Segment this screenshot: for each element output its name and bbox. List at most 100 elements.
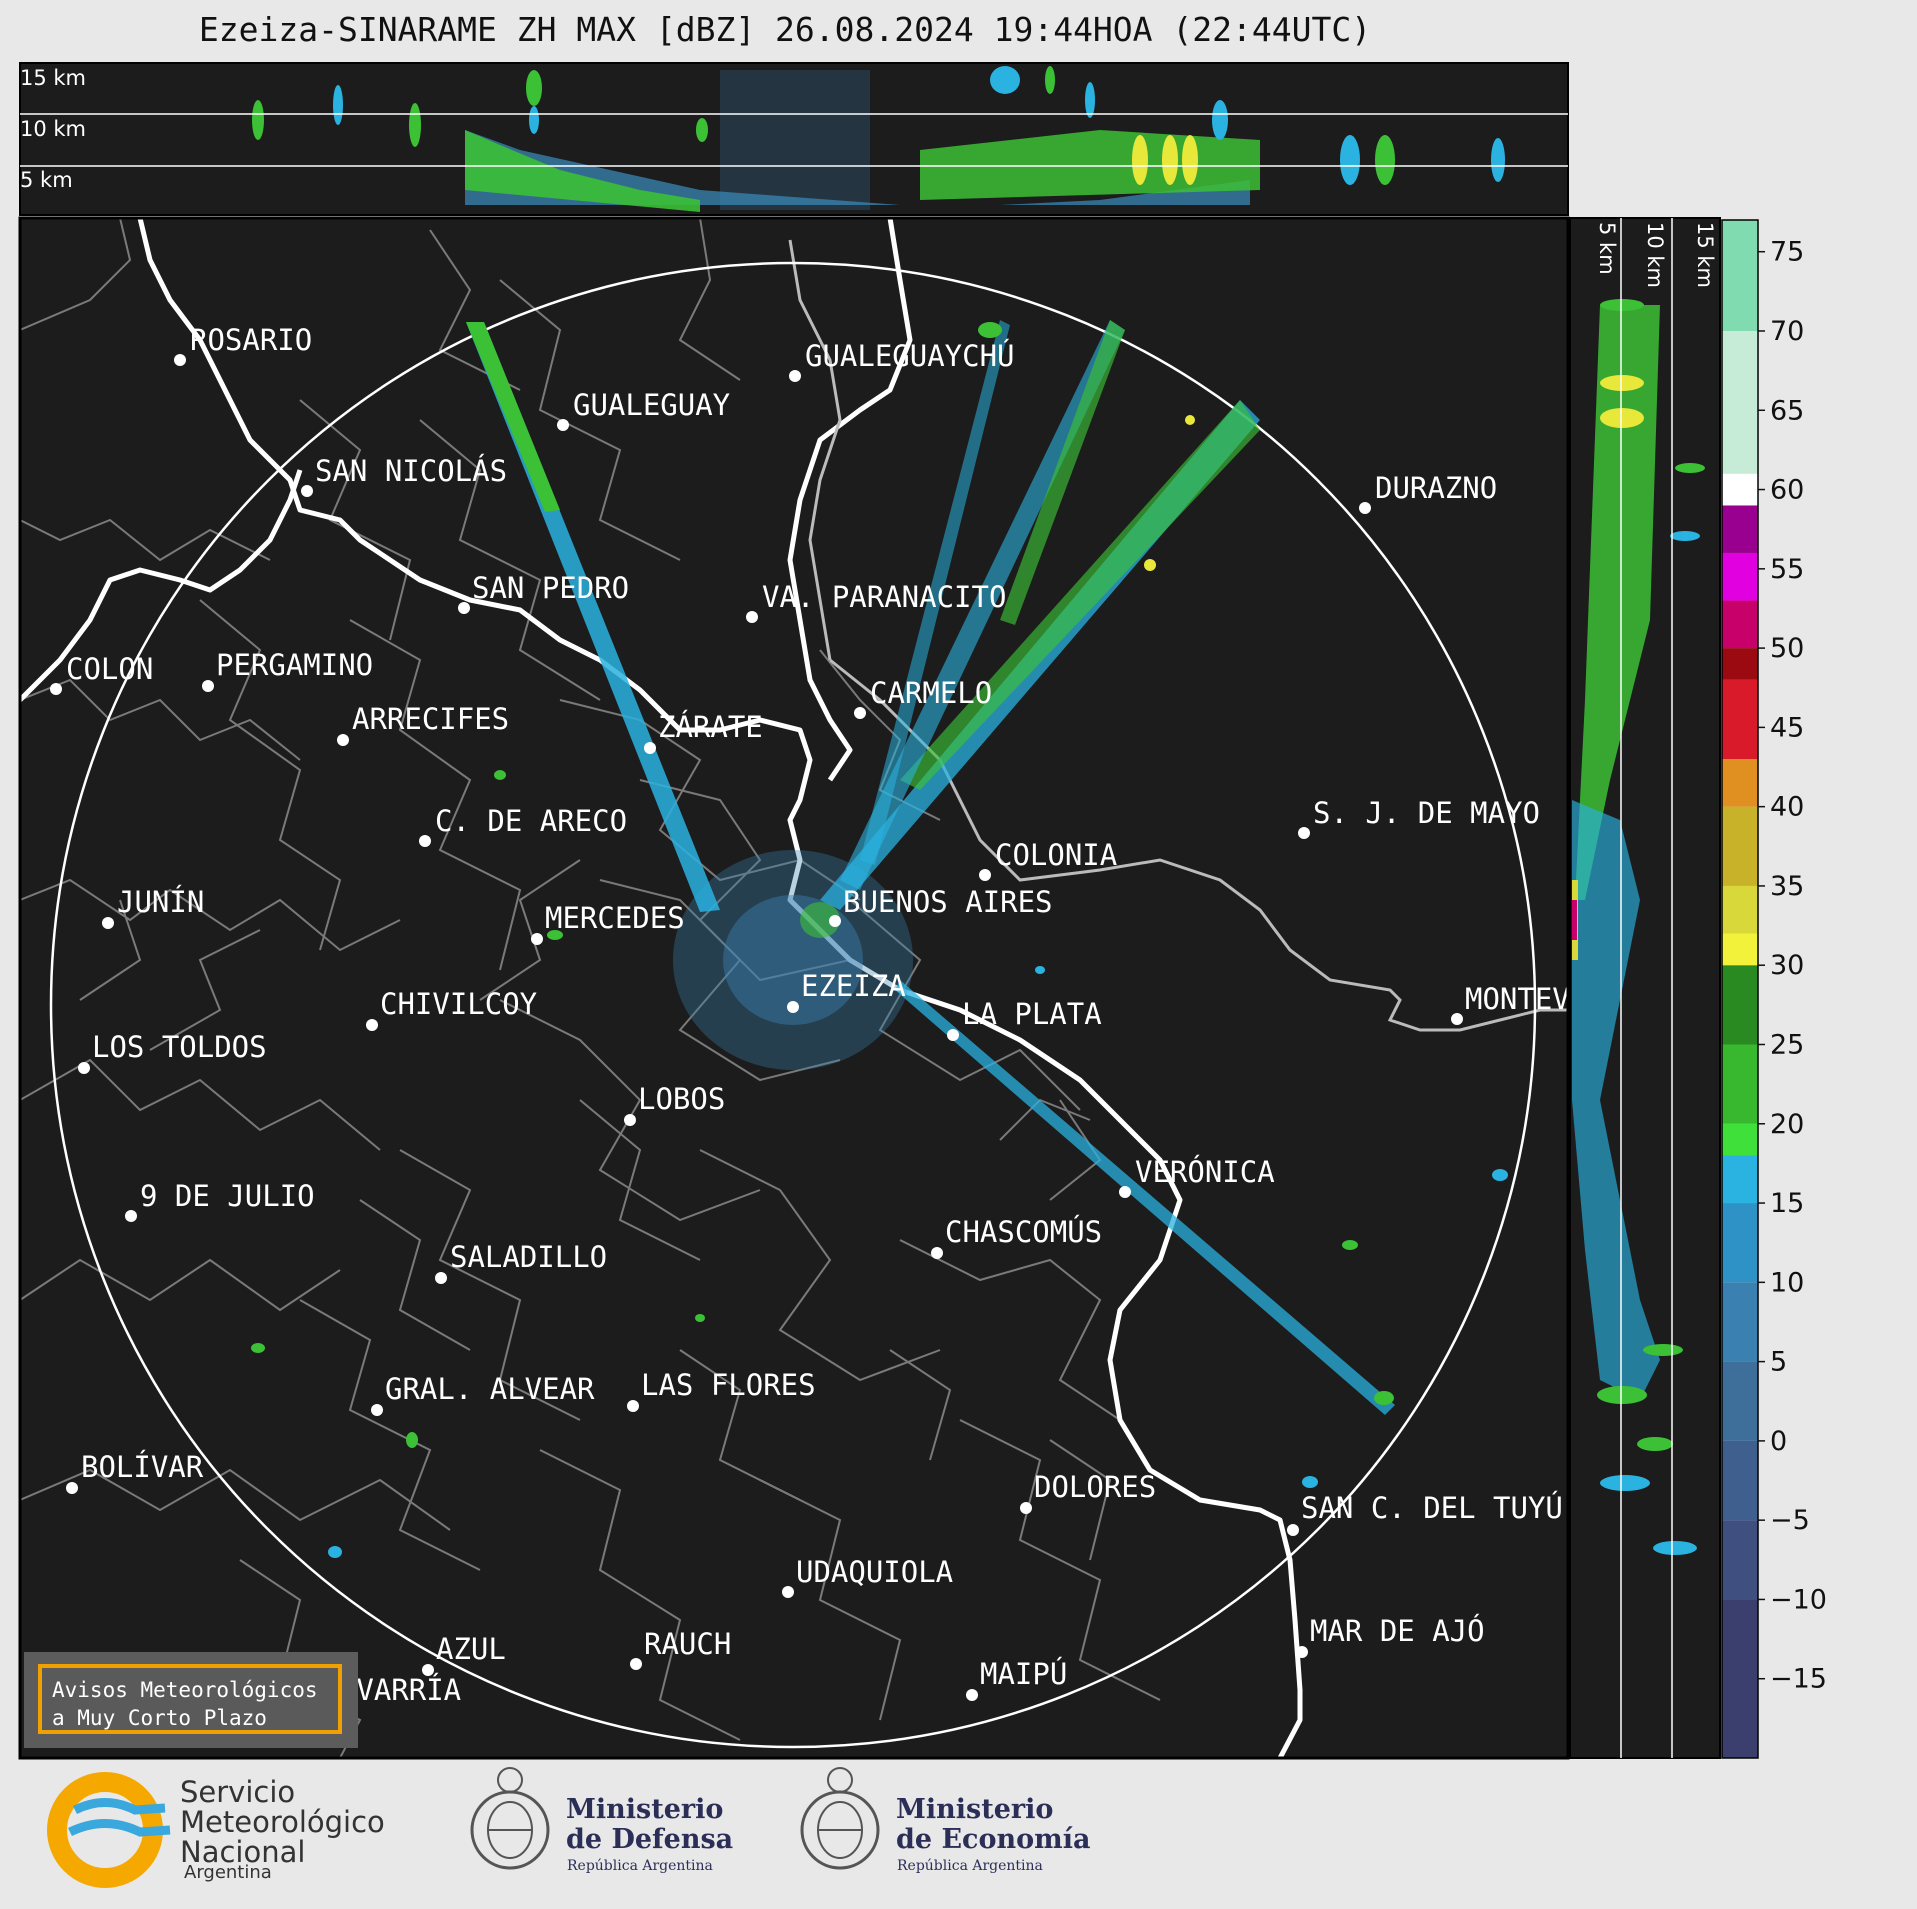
colorbar-tick-label: 55 [1770, 554, 1804, 585]
colorbar-tick-label: 30 [1770, 950, 1804, 981]
city-label: ROSARIO [190, 323, 312, 357]
smn-logo-wave [72, 1798, 166, 1815]
radar-map-panel: ROSARIO GUALEGUAYCHÚ GUALEGUAY SAN NICOL… [18, 216, 1570, 1760]
top-altitude-panel: 15 km 10 km 5 km [19, 62, 1569, 216]
city-label: SAN C. DEL TUYÚ [1301, 1491, 1563, 1525]
city-label: S. J. DE MAYO [1313, 796, 1540, 830]
city-marker-va-paranacito: VA. PARANACITO [746, 580, 1006, 623]
colorbar-band [1722, 806, 1758, 886]
city-marker-c-de-areco: C. DE ARECO [419, 804, 627, 847]
economia-line: Ministerio [896, 1794, 1054, 1825]
colorbar-band [1722, 505, 1758, 553]
city-label: AZUL [436, 1632, 506, 1666]
city-marker-azul: AZUL [422, 1632, 506, 1676]
map-frame [18, 216, 1570, 1760]
warning-line: Avisos Meteorológicos [52, 1678, 318, 1702]
defensa-logo-text: Ministerio de Defensa [566, 1795, 733, 1855]
colorbar-tick-label: −10 [1770, 1584, 1827, 1615]
city-marker-veronica: VERÓNICA [1119, 1155, 1275, 1198]
colorbar-tick-label: 35 [1770, 871, 1804, 902]
map-background [20, 218, 1568, 1758]
city-label: SAN NICOLÁS [315, 454, 507, 488]
smn-country: Argentina [184, 1862, 272, 1883]
colorbar-tick-label: 70 [1770, 316, 1804, 347]
city-marker-rauch: RAUCH [630, 1627, 731, 1670]
city-label: BOLÍVAR [81, 1450, 204, 1484]
colorbar-tick-label: −5 [1770, 1505, 1810, 1536]
side-altitude-label: 15 km [1693, 222, 1717, 288]
warning-box[interactable]: Avisos Meteorológicos a Muy Corto Plazo [38, 1664, 342, 1734]
city-marker-montevideo: MONTEVIDEO [1451, 982, 1568, 1025]
city-marker-colonia: COLONIA [979, 838, 1117, 881]
city-label: BUENOS AIRES [843, 885, 1053, 919]
side-altitude-panel: 5 km 10 km 15 km [1569, 217, 1721, 1759]
smn-line: Servicio [180, 1775, 296, 1809]
colorbar-band [1722, 679, 1758, 760]
city-label: COLONIA [995, 838, 1117, 872]
coastline-border [20, 218, 1303, 1758]
defensa-line: de Defensa [566, 1824, 734, 1855]
city-marker-mar-de-ajo: MAR DE AJÓ [1296, 1614, 1485, 1658]
city-marker-dolores: DOLORES [1020, 1470, 1156, 1514]
colorbar-tick-label: 45 [1770, 712, 1804, 743]
city-label: PERGAMINO [216, 648, 373, 682]
colorbar-band [1722, 933, 1758, 966]
city-marker-saladillo: SALADILLO [435, 1240, 607, 1284]
admin-boundaries [20, 218, 1161, 1758]
smn-logo [47, 1772, 171, 1888]
city-marker-gualeguay: GUALEGUAY [557, 388, 730, 431]
city-label: 9 DE JULIO [140, 1179, 315, 1213]
colorbar-tick-label: 50 [1770, 633, 1804, 664]
river-border [788, 239, 1568, 1032]
city-marker-durazno: DURAZNO [1359, 471, 1497, 514]
city-marker-gral-alvear: GRAL. ALVEAR [371, 1372, 595, 1416]
colorbar-band [1722, 1203, 1758, 1283]
colorbar-tick-label: 25 [1770, 1029, 1804, 1060]
city-label: MAR DE AJÓ [1310, 1614, 1485, 1648]
colorbar-tick-label: 15 [1770, 1188, 1804, 1219]
city-marker-pergamino: PERGAMINO [202, 648, 373, 692]
city-label: VERÓNICA [1135, 1155, 1275, 1189]
city-marker-junin: JUNÍN [102, 885, 204, 929]
smn-logo-text: Servicio Meteorológico Nacional [180, 1777, 385, 1867]
colorbar-tick-label: 10 [1770, 1267, 1804, 1298]
colorbar-band [1722, 648, 1758, 680]
city-label: CARMELO [870, 676, 992, 710]
city-marker-chascomus: CHASCOMÚS [931, 1215, 1102, 1259]
radar-range-ring [49, 261, 1537, 1749]
city-marker-colon: COLON [50, 652, 153, 695]
city-label: ARRECIFES [352, 702, 509, 736]
city-marker-mercedes: MERCEDES [531, 901, 685, 945]
city-marker-arrecifes: ARRECIFES [337, 702, 509, 746]
colorbar-tick-label: 75 [1770, 237, 1804, 268]
colorbar-tick-label: 5 [1770, 1347, 1787, 1378]
side-altitude-label: 10 km [1643, 222, 1667, 288]
city-marker-san-pedro: SAN PEDRO [458, 571, 629, 614]
city-label: LA PLATA [962, 997, 1102, 1031]
economia-coat-of-arms-icon [800, 1767, 880, 1870]
colorbar-tick-label: 20 [1770, 1109, 1804, 1140]
smn-line: Nacional [180, 1835, 306, 1869]
colorbar-tick-label: 0 [1770, 1426, 1787, 1457]
city-marker-zarate: ZÁRATE [644, 710, 763, 754]
top-panel-echoes [252, 66, 1505, 212]
colorbar-band [1722, 965, 1758, 1045]
colorbar-tick-label: 60 [1770, 475, 1804, 506]
city-marker-gualeguaychu: GUALEGUAYCHÚ [789, 339, 1015, 382]
city-label: CHIVILCOY [380, 987, 537, 1021]
city-label: DURAZNO [1375, 471, 1497, 505]
city-label: COLON [66, 652, 153, 686]
city-label: RAUCH [644, 1627, 731, 1661]
colorbar-band [1722, 1282, 1758, 1362]
city-label: JUNÍN [117, 885, 204, 919]
city-marker-carmelo: CARMELO [854, 676, 992, 719]
economia-line: de Economía [896, 1824, 1091, 1855]
colorbar-band [1722, 1155, 1758, 1204]
city-label: ZÁRATE [658, 710, 763, 744]
city-marker-lobos: LOBOS [624, 1082, 725, 1126]
city-marker-maipu: MAIPÚ [966, 1657, 1067, 1701]
colorbar-frame [1721, 219, 1759, 1759]
